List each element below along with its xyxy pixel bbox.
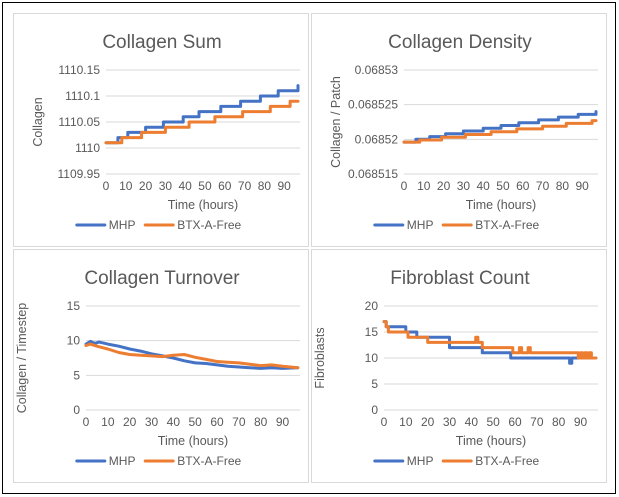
x-tick-label: 0 — [103, 179, 110, 193]
x-tick-label: 10 — [119, 179, 133, 193]
x-axis-label: Time (hours) — [168, 198, 238, 212]
x-axis-label: Time (hours) — [456, 434, 526, 448]
series-line-mhp — [402, 110, 598, 144]
series-line-btx-a-free — [382, 320, 598, 360]
y-tick-label: 0 — [73, 403, 80, 417]
x-tick-label: 30 — [159, 179, 173, 193]
x-tick-label: 20 — [437, 179, 451, 193]
chart-title: Collagen Density — [388, 32, 532, 53]
x-axis-label: Time (hours) — [466, 198, 536, 212]
chart-svg: Collagen Sum 1109.95 1110 1110.05 1110.1 1110… — [31, 32, 300, 232]
legend-label-btx-a-free: BTX-A-Free — [177, 454, 241, 468]
chart-svg: Collagen Turnover 0 5 10 15 0 10 20 30 40 50 60 70 80… — [15, 268, 300, 468]
x-tick-label: 50 — [189, 415, 203, 429]
y-axis-label: Collagen / Timestep — [15, 303, 29, 414]
x-tick-label: 40 — [179, 179, 193, 193]
y-tick-label: 1110.15 — [58, 63, 100, 77]
series-line-btx-a-free — [104, 99, 300, 145]
y-tick-label: 15 — [365, 325, 379, 339]
legend-label-mhp: MHP — [407, 218, 434, 232]
x-tick-label: 50 — [487, 415, 501, 429]
series-line-btx-a-free — [402, 119, 598, 144]
y-tick-label: 10 — [365, 351, 379, 365]
chart-collagen-density: Collagen Density 0.068515 0.06852 0.068525 0… — [311, 13, 607, 247]
y-axis-label: Collagen — [31, 97, 45, 146]
legend-label-mhp: MHP — [109, 454, 136, 468]
x-tick-label: 90 — [575, 179, 589, 193]
x-tick-label: 20 — [421, 415, 435, 429]
y-tick-label: 0.06853 — [355, 63, 399, 77]
y-tick-label: 1110.05 — [58, 115, 100, 129]
chart-title: Collagen Turnover — [84, 268, 240, 289]
x-tick-label: 90 — [277, 179, 291, 193]
y-tick-label: 10 — [67, 334, 81, 348]
x-tick-label: 70 — [530, 415, 544, 429]
series-line-mhp — [84, 339, 300, 370]
y-tick-label: 5 — [73, 368, 80, 382]
y-tick-label: 0.068515 — [348, 167, 398, 181]
x-tick-label: 30 — [145, 415, 159, 429]
legend-label-mhp: MHP — [407, 454, 434, 468]
legend-label-btx-a-free: BTX-A-Free — [475, 454, 539, 468]
chart-collagen-sum: Collagen Sum 1109.95 1110 1110.05 1110.1 1110… — [13, 13, 309, 247]
chart-title: Collagen Sum — [102, 32, 221, 53]
chart-collagen-turnover: Collagen Turnover 0 5 10 15 0 10 20 30 40 50 60 70 80… — [13, 249, 309, 483]
legend-label-mhp: MHP — [109, 218, 136, 232]
x-tick-label: 80 — [254, 415, 268, 429]
x-tick-label: 60 — [210, 415, 224, 429]
y-axis-label: Collagen / Patch — [329, 76, 343, 168]
x-tick-label: 60 — [218, 179, 232, 193]
x-tick-label: 30 — [457, 179, 471, 193]
legend-label-btx-a-free: BTX-A-Free — [475, 218, 539, 232]
series-line-btx-a-free — [84, 342, 300, 370]
y-tick-label: 1109.95 — [58, 167, 101, 181]
x-tick-label: 90 — [276, 415, 290, 429]
chart-svg: Collagen Density 0.068515 0.06852 0.068525 0… — [329, 32, 598, 232]
y-tick-label: 1110 — [75, 141, 100, 155]
chart-svg: Fibroblast Count 0 5 10 15 20 0 10 20 30 40 50 60 70 8… — [313, 268, 598, 468]
x-tick-label: 90 — [574, 415, 588, 429]
chart-fibroblast-count: Fibroblast Count 0 5 10 15 20 0 10 20 30 40 50 60 70 8… — [311, 249, 607, 483]
y-tick-label: 0.06852 — [355, 132, 399, 146]
x-axis-label: Time (hours) — [158, 434, 228, 448]
x-tick-label: 60 — [508, 415, 522, 429]
x-tick-label: 20 — [139, 179, 153, 193]
x-tick-label: 10 — [399, 415, 413, 429]
x-tick-label: 0 — [83, 415, 90, 429]
x-tick-label: 10 — [101, 415, 115, 429]
y-tick-label: 0 — [371, 403, 378, 417]
y-tick-label: 0.068525 — [348, 98, 398, 112]
y-axis-label: Fibroblasts — [313, 327, 327, 388]
series-line-mhp — [382, 320, 598, 365]
x-tick-label: 70 — [536, 179, 550, 193]
x-tick-label: 10 — [417, 179, 431, 193]
x-tick-label: 50 — [496, 179, 510, 193]
y-tick-label: 1110.1 — [65, 89, 100, 103]
x-tick-label: 40 — [465, 415, 479, 429]
x-tick-label: 0 — [401, 179, 408, 193]
x-tick-label: 70 — [232, 415, 246, 429]
x-tick-label: 40 — [477, 179, 491, 193]
x-tick-label: 60 — [516, 179, 530, 193]
y-tick-label: 20 — [365, 299, 379, 313]
y-tick-label: 5 — [371, 377, 378, 391]
x-tick-label: 40 — [167, 415, 181, 429]
x-tick-label: 20 — [123, 415, 137, 429]
legend-label-btx-a-free: BTX-A-Free — [177, 218, 241, 232]
y-tick-label: 15 — [67, 299, 81, 313]
x-tick-label: 0 — [381, 415, 388, 429]
x-tick-label: 80 — [258, 179, 272, 193]
x-tick-label: 50 — [198, 179, 212, 193]
series-line-mhp — [104, 84, 300, 145]
x-tick-label: 30 — [443, 415, 457, 429]
x-tick-label: 80 — [552, 415, 566, 429]
x-tick-label: 70 — [238, 179, 252, 193]
x-tick-label: 80 — [556, 179, 570, 193]
chart-title: Fibroblast Count — [390, 268, 530, 289]
